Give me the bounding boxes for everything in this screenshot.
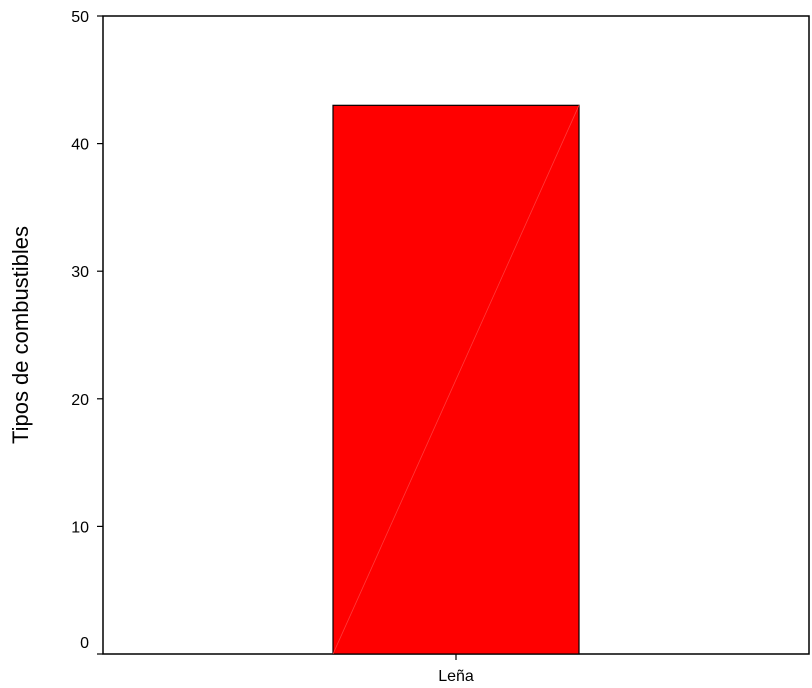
y-axis: 0 10 20 30 40 50 <box>71 9 103 655</box>
y-tick-label: 10 <box>71 519 89 536</box>
bar-diagonal-line <box>332 105 580 655</box>
y-tick-label: 0 <box>80 635 89 652</box>
y-tick-label: 50 <box>71 9 89 26</box>
y-tick-label: 40 <box>71 137 89 154</box>
x-axis: Leña <box>438 654 474 685</box>
bars <box>332 104 580 655</box>
x-tick-label: Leña <box>438 668 474 685</box>
y-tick-label: 30 <box>71 264 89 281</box>
y-tick-label: 20 <box>71 392 89 409</box>
y-axis-title: Tipos de combustibles <box>8 226 33 444</box>
